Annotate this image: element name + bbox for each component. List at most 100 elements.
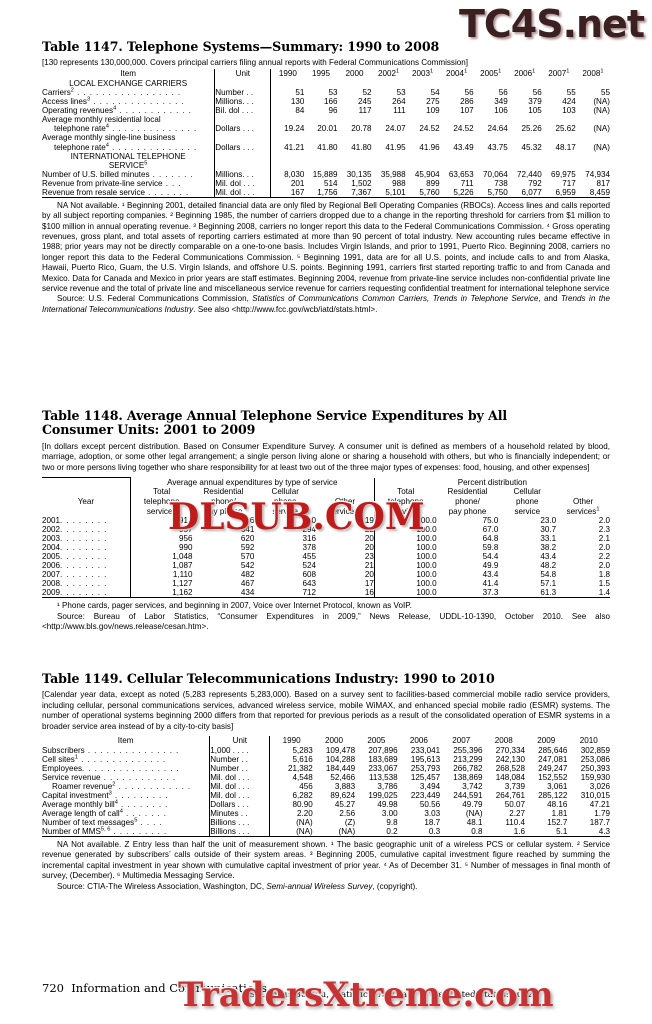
cell: 54.8 bbox=[540, 570, 557, 580]
cell: 643 bbox=[302, 579, 317, 589]
cell: 264 bbox=[392, 96, 406, 106]
table-row: 2007. . . . . . . . 1,110 482 608 20 100… bbox=[42, 570, 610, 580]
cell: 3,742 bbox=[462, 782, 483, 791]
cell: (NA) bbox=[465, 809, 483, 818]
row-label-year: 2004. . . . . . . . bbox=[42, 543, 108, 553]
cell: 109 bbox=[426, 105, 440, 115]
cell: 378 bbox=[302, 543, 317, 553]
cell: 711 bbox=[460, 178, 474, 188]
cell: 5,616 bbox=[269, 755, 313, 764]
cell: 2.3 bbox=[598, 525, 610, 535]
table-row: 2002. . . . . . . . 957 641 294 22 100.0… bbox=[42, 525, 610, 535]
cell: 7,367 bbox=[337, 187, 372, 198]
cell: 125,457 bbox=[410, 773, 441, 782]
col-2007: 20071 bbox=[548, 68, 570, 78]
footnote-ref: 1 bbox=[596, 505, 600, 512]
table-1149-notes: NA Not available. Z Entry less than half… bbox=[42, 840, 610, 881]
cell: 100.0 bbox=[373, 561, 437, 571]
row-unit: 1,000 . . . . bbox=[209, 746, 270, 755]
row-label-avg-monthly-bill: Average monthly bill4 . . . . . . . . bbox=[42, 799, 169, 809]
row-label-access-lines: Access lines3 . . . . . . . . . . . . . … bbox=[42, 95, 185, 106]
table-row: 2009. . . . . . . . 1,162 434 712 16 100… bbox=[42, 588, 610, 599]
row-label-year: 2003. . . . . . . . bbox=[42, 534, 108, 544]
cell: 245 bbox=[358, 96, 372, 106]
cell: 310,015 bbox=[580, 791, 610, 800]
table-row-continuation: Average monthly single-line business bbox=[42, 133, 610, 143]
cell: 2.0 bbox=[598, 561, 610, 571]
cell: 514 bbox=[323, 178, 338, 188]
cell: 6,282 bbox=[269, 791, 313, 800]
footnote-ref: 4 bbox=[105, 123, 109, 130]
cell: (NA) bbox=[593, 105, 610, 115]
cell: 110.4 bbox=[505, 818, 525, 827]
row-label-year: 2006. . . . . . . . bbox=[42, 561, 108, 571]
row-unit: Number . . bbox=[209, 764, 270, 773]
cell: 6,959 bbox=[541, 187, 576, 198]
cell: 61.3 bbox=[498, 588, 557, 599]
cell: 17 bbox=[364, 579, 374, 589]
cell: 148,084 bbox=[495, 773, 525, 782]
row-label-capital-investment: Capital investment3 . . . . . . . . . bbox=[42, 790, 169, 800]
cell: 23 bbox=[364, 552, 374, 562]
cell: 275 bbox=[426, 96, 440, 106]
row-label-resale-revenue: Revenue from resale service . . . . . . … bbox=[42, 187, 215, 198]
table-1149-title: Table 1149. Cellular Telecommunications … bbox=[42, 671, 495, 686]
cell: 45.27 bbox=[334, 800, 356, 809]
cell: 1,502 bbox=[351, 178, 372, 188]
cell: 1,110 bbox=[129, 570, 193, 580]
cell: 270,334 bbox=[495, 746, 525, 755]
cell: 250,393 bbox=[580, 764, 610, 773]
row-unit: Millions. . . bbox=[214, 169, 271, 179]
table-row: telephone rate4 . . . . . . . . . . . . … bbox=[42, 123, 610, 134]
cell: 41.95 bbox=[385, 142, 406, 152]
cell: 52 bbox=[362, 87, 372, 97]
footnote-ref: 1 bbox=[566, 68, 570, 75]
cell: 159,930 bbox=[580, 773, 610, 782]
col-2000: 2000 bbox=[324, 736, 343, 746]
col-2007: 2007 bbox=[452, 736, 471, 746]
row-label-operating-revenues: Operating revenues4 . . . . . . . . . . … bbox=[42, 104, 192, 115]
cell: (Z) bbox=[344, 818, 356, 827]
cell: 467 bbox=[240, 579, 255, 589]
cell: 167 bbox=[270, 187, 305, 198]
cell: 84 bbox=[270, 105, 305, 115]
footnote-ref: 5 bbox=[134, 817, 138, 824]
col-2010: 2010 bbox=[579, 736, 598, 746]
cell: 1,756 bbox=[304, 187, 338, 198]
cell: 100.0 bbox=[373, 588, 437, 599]
footnote-ref: 4 bbox=[105, 142, 109, 148]
cell: 41.80 bbox=[351, 142, 372, 152]
table-1149-block: Table 1149. Cellular Telecommunications … bbox=[42, 671, 610, 892]
footnote-ref: 1 bbox=[600, 68, 604, 75]
table-1148: Average annual expenditures by type of s… bbox=[42, 477, 610, 599]
cell: 54.4 bbox=[482, 552, 499, 562]
row-label-avg-length-of-call: Average length of call4 . . . . . . . bbox=[42, 808, 167, 818]
cell: 43.49 bbox=[453, 142, 474, 152]
cell: 117 bbox=[358, 105, 372, 115]
cell: 24.52 bbox=[419, 124, 440, 134]
row-unit: Dollars . . . bbox=[214, 124, 271, 134]
cell: 183,689 bbox=[368, 755, 398, 764]
cell: 48.1 bbox=[466, 818, 483, 827]
cell: 24.52 bbox=[453, 124, 474, 134]
row-label-billed-minutes: Number of U.S. billed minutes . . . . . … bbox=[42, 169, 194, 179]
cell: 184,449 bbox=[325, 764, 356, 773]
cell: (NA) bbox=[593, 124, 610, 134]
cell: 96 bbox=[328, 105, 338, 115]
cell: 104,288 bbox=[325, 755, 356, 764]
cell: 3,739 bbox=[504, 782, 525, 791]
cell: 3,883 bbox=[334, 782, 356, 791]
cell: 988 bbox=[392, 178, 406, 188]
cell: 1.8 bbox=[598, 570, 610, 580]
table-row: Service revenue . . . . . . . . . . . . … bbox=[42, 773, 610, 782]
cell: 75.0 bbox=[482, 516, 499, 526]
cell: 41.4 bbox=[482, 579, 499, 589]
cell: 38.2 bbox=[540, 543, 557, 553]
cell: 3.03 bbox=[424, 809, 441, 818]
col-pct-residential-phone-pay-phone: Residential phone/ pay phone bbox=[447, 487, 488, 516]
cell: 9.8 bbox=[386, 818, 398, 827]
cell: 4.3 bbox=[567, 827, 610, 837]
cell: 55 bbox=[566, 87, 576, 97]
col-pct-other-services: Other services1 bbox=[566, 497, 600, 516]
cell: 379 bbox=[528, 96, 542, 106]
